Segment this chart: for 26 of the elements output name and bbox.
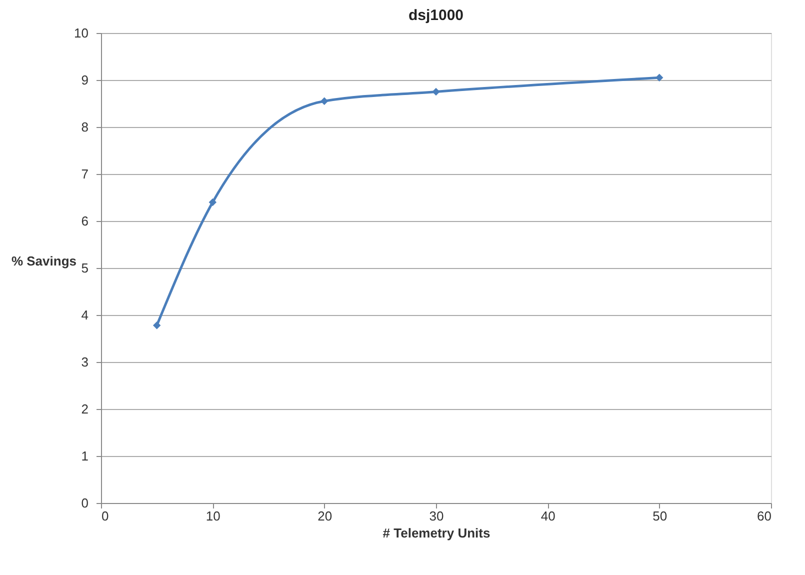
point [152,321,161,330]
y-tick-label: 10 [74,26,88,40]
y-tick-label: 3 [81,354,88,370]
x-axis-title: # Telemetry Units [382,526,490,540]
x-tick-label: 40 [540,508,556,524]
x-tick-label: 0 [102,508,109,524]
x-tick-label: 10 [206,508,220,524]
y-tick-label: 2 [81,402,88,416]
y-tick-label: 8 [81,120,88,134]
y-axis-title: % Savings [11,254,76,268]
y-tick-label: 6 [81,214,88,228]
chart-title: dsj1000 [408,7,464,24]
point [432,88,440,96]
point [320,97,328,106]
y-tick-label: 0 [81,496,88,510]
y-tick-label: 5 [81,260,88,276]
x-tick-label: 60 [757,508,772,524]
x-tick-label: 30 [429,508,444,524]
y-tick-label: 1 [81,448,88,464]
point [208,198,217,206]
x-tick-label: 20 [318,508,332,524]
y-tick-label: 4 [81,308,88,322]
x-tick-label: 50 [652,508,668,524]
y-tick-label: 7 [81,166,88,182]
point [655,74,664,82]
y-tick-label: 9 [81,72,88,88]
